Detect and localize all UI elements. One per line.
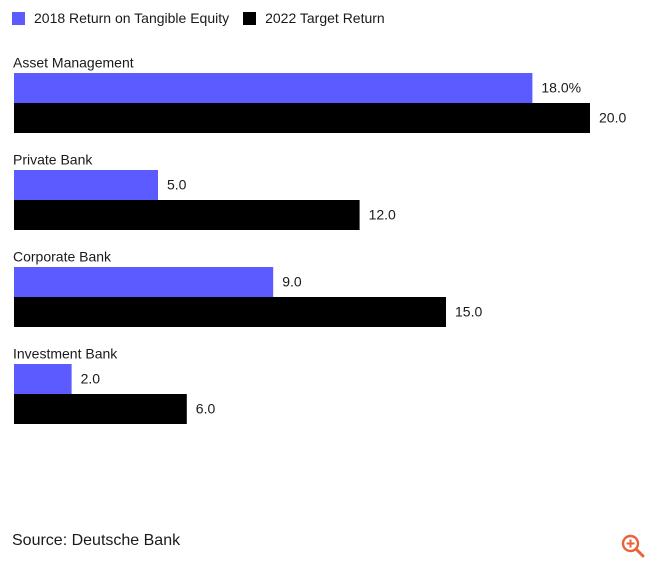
bar-investment-bank-2018 [14,364,72,394]
legend-swatch-2018 [12,11,25,25]
data-label-private-bank-2018: 5.0 [167,177,187,193]
data-label-investment-bank-2018: 2.0 [81,371,101,387]
zoom-in-icon[interactable] [620,533,646,559]
bar-private-bank-2018 [14,170,158,200]
bar-corporate-bank-2018 [14,267,274,297]
legend-item-2018: 2018 Return on Tangible Equity [12,10,229,26]
data-label-corporate-bank-2018: 9.0 [282,274,302,290]
legend-item-2022: 2022 Target Return [243,10,385,26]
legend-swatch-2022 [243,11,257,25]
category-label-corporate-bank: Corporate Bank [13,249,112,265]
bar-chart: Asset Management 18.0% 20.0 Private Bank 5.0… [13,55,626,424]
data-label-asset-management-2022: 20.0 [599,110,626,126]
bar-corporate-bank-2022 [14,297,446,327]
bar-investment-bank-2022 [14,394,187,424]
category-label-private-bank: Private Bank [13,152,93,168]
bar-private-bank-2022 [14,200,360,230]
chart-legend: 2018 Return on Tangible Equity 2022 Targ… [12,8,399,28]
data-label-corporate-bank-2022: 15.0 [455,304,482,320]
legend-label-2022: 2022 Target Return [265,10,385,26]
data-label-asset-management-2018: 18.0% [541,80,581,96]
data-label-private-bank-2022: 12.0 [369,207,396,223]
data-label-investment-bank-2022: 6.0 [196,401,216,417]
legend-label-2018: 2018 Return on Tangible Equity [34,10,230,26]
category-label-investment-bank: Investment Bank [13,346,118,362]
source-note: Source: Deutsche Bank [12,532,181,549]
category-label-asset-management: Asset Management [13,55,134,71]
bar-asset-management-2018 [14,73,533,103]
bar-asset-management-2022 [14,103,590,133]
